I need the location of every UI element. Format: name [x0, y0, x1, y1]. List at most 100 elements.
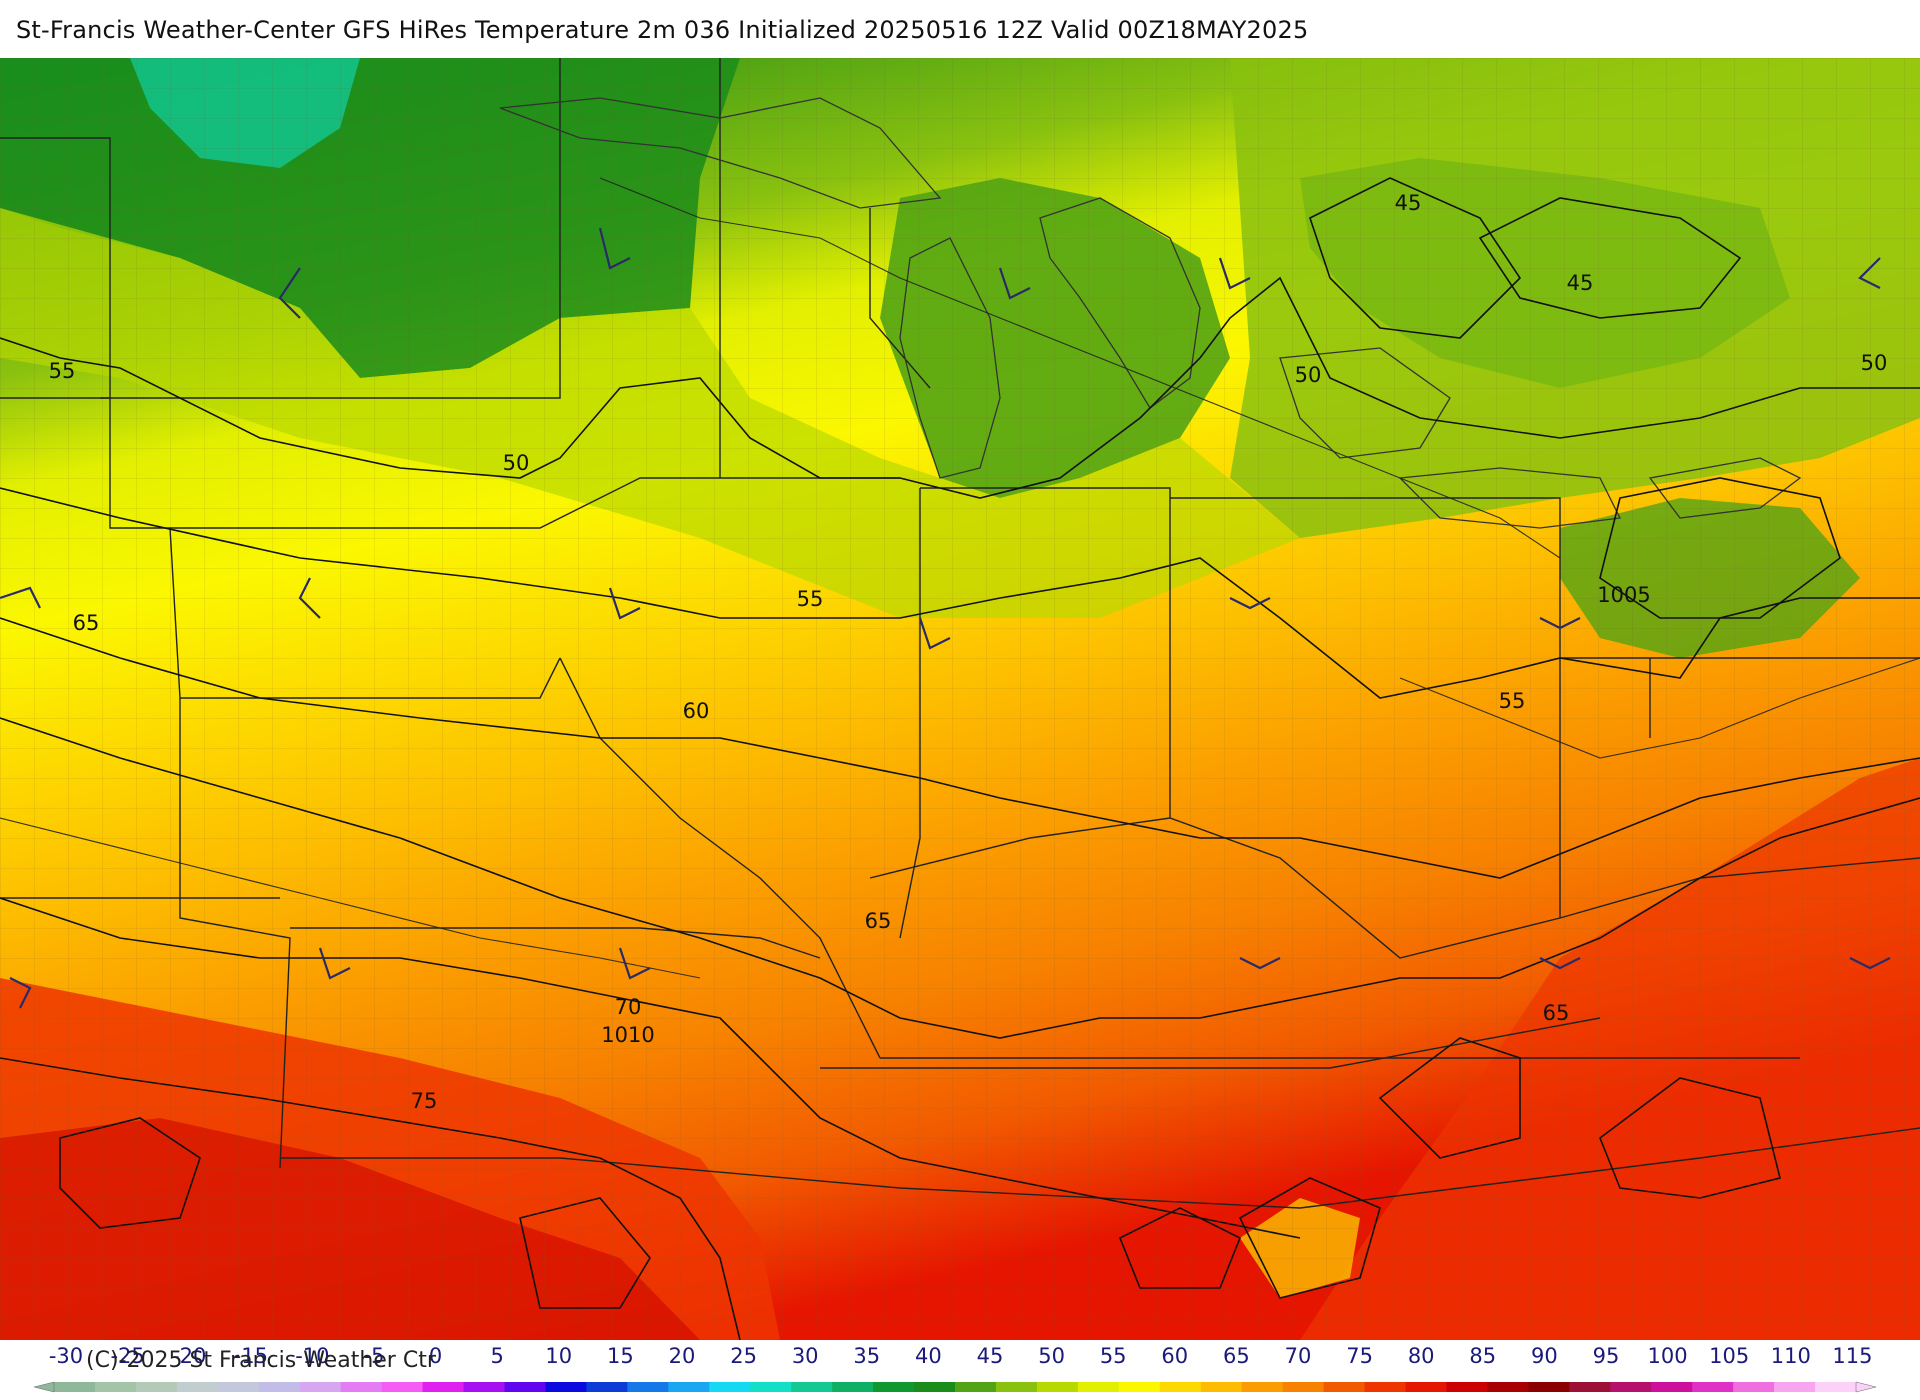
legend-swatch [955, 1382, 997, 1392]
legend-tick-label: 110 [1770, 1344, 1811, 1368]
legend-swatch [1446, 1382, 1488, 1392]
legend-tick-label: 65 [1223, 1344, 1250, 1368]
legend-swatch [422, 1382, 465, 1392]
legend-tick-label: -25 [110, 1344, 145, 1368]
legend-swatch [1692, 1382, 1734, 1392]
legend-swatch [463, 1382, 506, 1392]
legend-swatch [1323, 1382, 1366, 1392]
legend-swatch [217, 1382, 260, 1392]
legend-tick-label: 100 [1647, 1344, 1688, 1368]
pressure-lines [0, 177, 1920, 979]
legend-right-arrow [1855, 1381, 1877, 1393]
wind-barbs [0, 227, 1891, 1009]
legend-swatch [1405, 1382, 1448, 1392]
contour-label: 1005 [1597, 583, 1650, 607]
legend-tick-label: 105 [1709, 1344, 1750, 1368]
legend-swatch [995, 1382, 1038, 1392]
legend-swatch [873, 1382, 915, 1392]
legend-swatch [504, 1382, 547, 1392]
legend-tick-label: -15 [233, 1344, 268, 1368]
legend-tick-label: 45 [976, 1344, 1004, 1368]
county-grid [0, 58, 1920, 1340]
color-legend-bar [33, 1381, 1877, 1393]
legend-tick-label: -10 [295, 1344, 330, 1368]
legend-tick-label: 25 [730, 1344, 757, 1368]
legend-swatch [791, 1382, 833, 1392]
state-borders [0, 58, 1920, 1209]
legend-tick-label: 15 [607, 1344, 634, 1368]
legend-tick-label: 35 [853, 1344, 881, 1368]
contour-label: 50 [503, 451, 530, 475]
legend-tick-label: 95 [1592, 1344, 1620, 1368]
contour-label: 50 [1295, 363, 1322, 387]
legend-swatch [1200, 1382, 1243, 1392]
legend-tick-label: 85 [1469, 1344, 1497, 1368]
legend-tick-label: 0 [428, 1344, 443, 1368]
contour-label: 50 [1861, 351, 1888, 375]
legend-swatch [1241, 1382, 1284, 1392]
legend-swatch [586, 1382, 628, 1392]
legend-tick-label: 30 [791, 1344, 819, 1368]
legend-swatch [1118, 1382, 1161, 1392]
copyright-text: (C)-2025 St Francis Weather Ctr [86, 1348, 436, 1373]
legend-swatch [668, 1382, 710, 1392]
legend-swatch [1528, 1382, 1570, 1392]
legend-swatch [1610, 1382, 1652, 1392]
title-bar: St-Francis Weather-Center GFS HiRes Temp… [0, 0, 1920, 58]
map-area: 45 45 50 50 50 55 55 55 60 65 65 65 70 7… [0, 58, 1920, 1340]
contour-label: 55 [49, 359, 76, 383]
legend-tick-label: -5 [363, 1344, 385, 1368]
contour-label: 55 [797, 587, 824, 611]
legend-swatch [54, 1382, 96, 1392]
legend-swatches [54, 1382, 1857, 1392]
legend-swatch [1036, 1382, 1079, 1392]
legend-swatch [1487, 1382, 1529, 1392]
legend-swatch [1569, 1382, 1611, 1392]
legend-area: -30 -25 -20 -15 -10 -5 0 5 10 15 20 25 30 35 40 45 50 55 6… [0, 1340, 1920, 1400]
legend-swatch [299, 1382, 342, 1392]
contour-label: 1010 [601, 1023, 654, 1047]
legend-swatch [914, 1382, 956, 1392]
contour-label: 55 [1499, 689, 1526, 713]
contour-label: 45 [1395, 191, 1422, 215]
legend-swatch [1159, 1382, 1202, 1392]
legend-swatch [832, 1382, 874, 1392]
legend-left-arrow [33, 1381, 55, 1393]
legend-tick-label: 50 [1038, 1344, 1065, 1368]
legend-tick-label: 70 [1284, 1344, 1312, 1368]
contour-label: 45 [1567, 271, 1594, 295]
contour-labels: 45 45 50 50 50 55 55 55 60 65 65 65 70 7… [49, 191, 1888, 1113]
lake-outlines [499, 97, 1802, 529]
legend-swatch [135, 1382, 178, 1392]
contour-label: 70 [615, 995, 642, 1019]
legend-swatch [176, 1382, 219, 1392]
legend-swatch [1077, 1382, 1120, 1392]
legend-swatch [381, 1382, 424, 1392]
legend-tick-label: -20 [172, 1344, 207, 1368]
legend-tick-label: 10 [545, 1344, 573, 1368]
contour-label: 65 [73, 611, 100, 635]
legend-tick-label: 20 [668, 1344, 696, 1368]
legend-swatch [1774, 1382, 1816, 1392]
legend-swatch [94, 1382, 137, 1392]
legend-tick-label: 60 [1161, 1344, 1189, 1368]
legend-swatch [545, 1382, 587, 1392]
legend-tick-label: 115 [1832, 1344, 1873, 1368]
legend-tick-label: -30 [48, 1344, 84, 1368]
legend-swatch [258, 1382, 301, 1392]
legend-swatch [340, 1382, 383, 1392]
legend-tick-label: 80 [1407, 1344, 1435, 1368]
isotherm-contours [0, 177, 1920, 1340]
map-title: St-Francis Weather-Center GFS HiRes Temp… [16, 16, 1309, 44]
contour-label: 60 [683, 699, 710, 723]
contour-label: 65 [1543, 1001, 1570, 1025]
legend-swatch [1282, 1382, 1325, 1392]
legend-swatch [750, 1382, 792, 1392]
legend-tick-label: 90 [1531, 1344, 1558, 1368]
temperature-map: 45 45 50 50 50 55 55 55 60 65 65 65 70 7… [0, 58, 1920, 1340]
legend-swatch [1651, 1382, 1693, 1392]
legend-tick-label: 5 [490, 1344, 504, 1368]
legend-swatch [1364, 1382, 1407, 1392]
legend-swatch [709, 1382, 751, 1392]
contour-label: 75 [411, 1089, 438, 1113]
